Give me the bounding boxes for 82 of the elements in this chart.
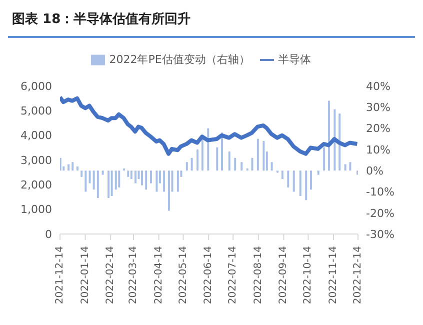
bar: [186, 162, 188, 171]
bar: [234, 158, 236, 171]
bar: [328, 100, 330, 171]
bar: [68, 164, 70, 171]
y2-tick-label: 10%: [366, 143, 390, 156]
y2-tick-label: -10%: [366, 186, 394, 199]
x-tick-label: 2022-01-14: [80, 246, 91, 304]
legend-label: 半导体: [278, 53, 311, 66]
x-tick-label: 2022-03-14: [128, 246, 139, 304]
y2-tick-label: 20%: [366, 122, 390, 136]
chart-title: 图表 18：半导体估值有所回升: [11, 11, 192, 29]
y-tick-label: 0: [45, 228, 52, 241]
bar: [102, 170, 104, 175]
x-tick-label: 2022-10-14: [302, 246, 314, 304]
bar: [310, 170, 312, 190]
bar: [287, 170, 290, 188]
bar: [334, 109, 336, 171]
y-tick-label: 5,000: [20, 104, 52, 118]
bar: [130, 170, 132, 180]
x-tick-label: 2022-02-14: [105, 246, 116, 304]
bar: [190, 158, 193, 171]
bar: [118, 170, 120, 188]
bar: [305, 170, 308, 200]
bar: [281, 170, 284, 180]
bar: [156, 170, 158, 192]
bar: [72, 162, 74, 171]
y2-tick-label: -20%: [366, 206, 394, 220]
bar: [110, 170, 113, 196]
x-tick-label: 2022-12-14: [352, 246, 364, 304]
bar: [201, 138, 204, 171]
bar: [123, 168, 126, 171]
bar: [92, 170, 95, 190]
bar: [317, 170, 320, 175]
bar: [134, 170, 136, 184]
bar: [141, 170, 144, 186]
bar: [80, 170, 83, 177]
bar: [262, 140, 265, 171]
y2-tick-label: 0%: [366, 164, 384, 178]
y-tick-label: 1,000: [20, 203, 52, 216]
bar: [240, 162, 243, 171]
y-tick-label: 6,000: [20, 80, 52, 93]
bar: [292, 170, 295, 192]
bar: [76, 166, 79, 171]
bar: [114, 170, 117, 190]
y2-tick-label: 40%: [366, 80, 390, 93]
line-series: [60, 95, 358, 156]
bar: [251, 158, 254, 171]
bar: [84, 170, 87, 192]
x-tick-label: 2022-04-14: [153, 246, 164, 304]
y-tick-label: 4,000: [20, 129, 52, 142]
bar: [176, 170, 179, 192]
bar: [323, 147, 326, 171]
bar: [145, 170, 148, 190]
x-tick-label: 2022-07-14: [228, 246, 239, 304]
x-tick-label: 2022-11-14: [328, 246, 340, 304]
x-tick-label: 2022-05-14: [178, 246, 189, 304]
y-tick-label: 3,000: [20, 154, 52, 167]
y2-tick-label: 30%: [366, 101, 390, 114]
bar: [228, 152, 230, 171]
bar: [216, 147, 218, 171]
bar: [270, 162, 273, 171]
bar: [108, 170, 110, 198]
x-tick-label: 2022-09-14: [278, 246, 290, 304]
legend-label: 2022年PE估值变动（右轴）: [109, 53, 250, 66]
x-tick-label: 2022-08-14: [252, 246, 264, 304]
bar: [344, 164, 346, 171]
bar: [349, 162, 352, 171]
bar: [246, 168, 248, 171]
bar: [299, 170, 302, 196]
bar: [96, 170, 99, 198]
bar: [150, 170, 152, 184]
bar: [88, 170, 91, 184]
bar: [338, 113, 341, 171]
x-tick-label: 2022-06-14: [203, 246, 214, 304]
bar: [168, 170, 170, 211]
y-tick-label: 2,000: [20, 178, 52, 192]
bar: [256, 138, 259, 171]
bar: [196, 149, 199, 171]
x-tick-label: 2021-12-14: [54, 246, 66, 304]
bar: [163, 170, 166, 192]
y2-tick-label: -30%: [366, 228, 394, 241]
bar: [127, 170, 130, 177]
